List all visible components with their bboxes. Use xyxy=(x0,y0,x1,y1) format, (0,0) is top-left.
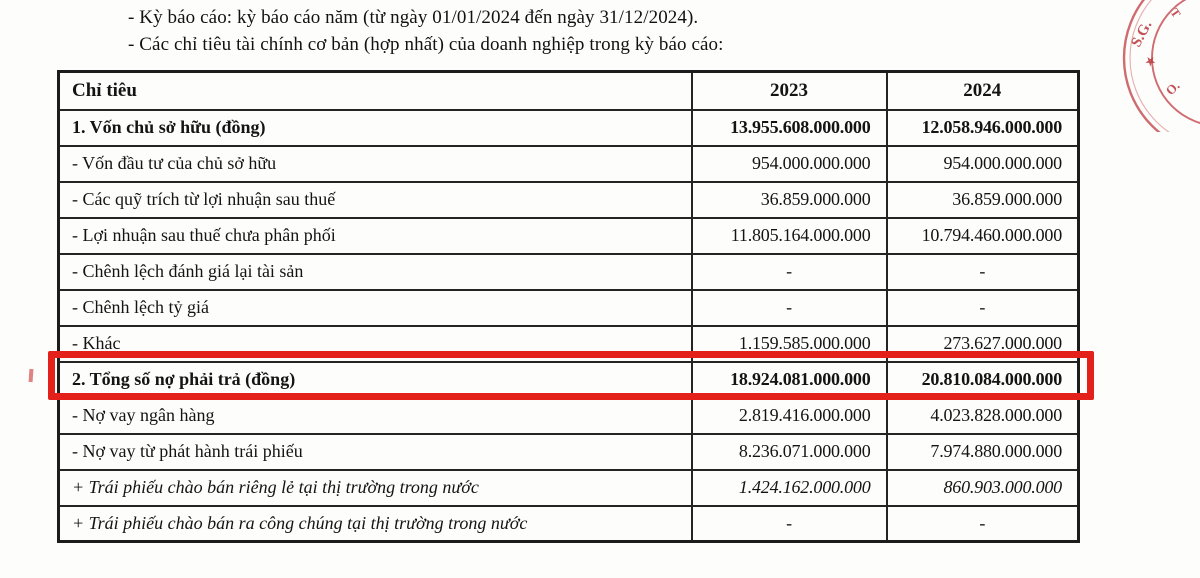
report-period-line: - Kỳ báo cáo: kỳ báo cáo năm (từ ngày 01… xyxy=(128,7,699,28)
column-header-2023: 2023 xyxy=(690,70,888,111)
financial-criteria-line: - Các chỉ tiêu tài chính cơ bản (hợp nhấ… xyxy=(128,34,724,55)
value-2024: 10.794.460.000.000 xyxy=(885,216,1080,255)
table-row-private-bonds: + Trái phiếu chào bán riêng lẻ tại thị t… xyxy=(57,468,1080,507)
stamp-arc-text: S.G. xyxy=(1128,18,1155,50)
value-2023: 954.000.000.000 xyxy=(690,144,888,183)
table-row-public-bonds: + Trái phiếu chào bán ra công chúng tại … xyxy=(57,504,1080,543)
financial-indicators-table: Chỉ tiêu 2023 2024 1. Vốn chủ sở hữu (đồ… xyxy=(57,70,1080,543)
value-2023: 2.819.416.000.000 xyxy=(690,396,888,435)
table-row-funds-after-tax: - Các quỹ trích từ lợi nhuận sau thuế 36… xyxy=(57,180,1080,219)
row-label: + Trái phiếu chào bán ra công chúng tại … xyxy=(57,504,693,543)
row-label: - Nợ vay ngân hàng xyxy=(57,396,693,435)
value-2023: - xyxy=(690,504,888,543)
company-stamp-icon: S.G. ★ T O. xyxy=(1122,0,1200,132)
value-2024: 12.058.946.000.000 xyxy=(885,108,1080,147)
value-2024: 20.810.084.000.000 xyxy=(885,360,1080,399)
value-2023: 36.859.000.000 xyxy=(690,180,888,219)
table-row-exchange-difference: - Chênh lệch tỷ giá - - xyxy=(57,288,1080,327)
row-label: - Khác xyxy=(57,324,693,363)
value-2024: 36.859.000.000 xyxy=(885,180,1080,219)
stamp-edge-letter-top: T xyxy=(1168,6,1184,21)
stamp-star: ★ xyxy=(1141,51,1159,70)
table-row-bank-loans: - Nợ vay ngân hàng 2.819.416.000.000 4.0… xyxy=(57,396,1080,435)
value-2023: 1.159.585.000.000 xyxy=(690,324,888,363)
stamp-edge-letter-bottom: O. xyxy=(1163,78,1183,98)
value-2023: 11.805.164.000.000 xyxy=(690,216,888,255)
table-row-other: - Khác 1.159.585.000.000 273.627.000.000 xyxy=(57,324,1080,363)
red-mark xyxy=(28,368,34,383)
column-header-2024: 2024 xyxy=(885,70,1080,111)
table-row-owner-capital: - Vốn đầu tư của chủ sở hữu 954.000.000.… xyxy=(57,144,1080,183)
value-2023: - xyxy=(690,252,888,291)
value-2023: 1.424.162.000.000 xyxy=(690,468,888,507)
value-2024: 954.000.000.000 xyxy=(885,144,1080,183)
value-2023: - xyxy=(690,288,888,327)
value-2024: 4.023.828.000.000 xyxy=(885,396,1080,435)
row-label: - Lợi nhuận sau thuế chưa phân phối xyxy=(57,216,693,255)
table-row-equity-total: 1. Vốn chủ sở hữu (đồng) 13.955.608.000.… xyxy=(57,108,1080,147)
table-row-undistributed-profit: - Lợi nhuận sau thuế chưa phân phối 11.8… xyxy=(57,216,1080,255)
row-label: - Các quỹ trích từ lợi nhuận sau thuế xyxy=(57,180,693,219)
table-row-asset-revaluation: - Chênh lệch đánh giá lại tài sản - - xyxy=(57,252,1080,291)
value-2024: - xyxy=(885,288,1080,327)
value-2023: 18.924.081.000.000 xyxy=(690,360,888,399)
row-label: - Chênh lệch tỷ giá xyxy=(57,288,693,327)
value-2024: - xyxy=(885,252,1080,291)
table-header-row: Chỉ tiêu 2023 2024 xyxy=(57,70,1080,111)
value-2023: 8.236.071.000.000 xyxy=(690,432,888,471)
column-header-criteria: Chỉ tiêu xyxy=(57,70,693,111)
row-label: - Chênh lệch đánh giá lại tài sản xyxy=(57,252,693,291)
row-label: 1. Vốn chủ sở hữu (đồng) xyxy=(57,108,693,147)
value-2024: 273.627.000.000 xyxy=(885,324,1080,363)
row-label: 2. Tổng số nợ phải trả (đồng) xyxy=(57,360,693,399)
row-label: - Vốn đầu tư của chủ sở hữu xyxy=(57,144,693,183)
value-2023: 13.955.608.000.000 xyxy=(690,108,888,147)
value-2024: 860.903.000.000 xyxy=(885,468,1080,507)
row-label: - Nợ vay từ phát hành trái phiếu xyxy=(57,432,693,471)
row-label: + Trái phiếu chào bán riêng lẻ tại thị t… xyxy=(57,468,693,507)
table-row-bond-loans: - Nợ vay từ phát hành trái phiếu 8.236.0… xyxy=(57,432,1080,471)
table-row-total-debt: 2. Tổng số nợ phải trả (đồng) 18.924.081… xyxy=(57,360,1080,399)
value-2024: - xyxy=(885,504,1080,543)
value-2024: 7.974.880.000.000 xyxy=(885,432,1080,471)
